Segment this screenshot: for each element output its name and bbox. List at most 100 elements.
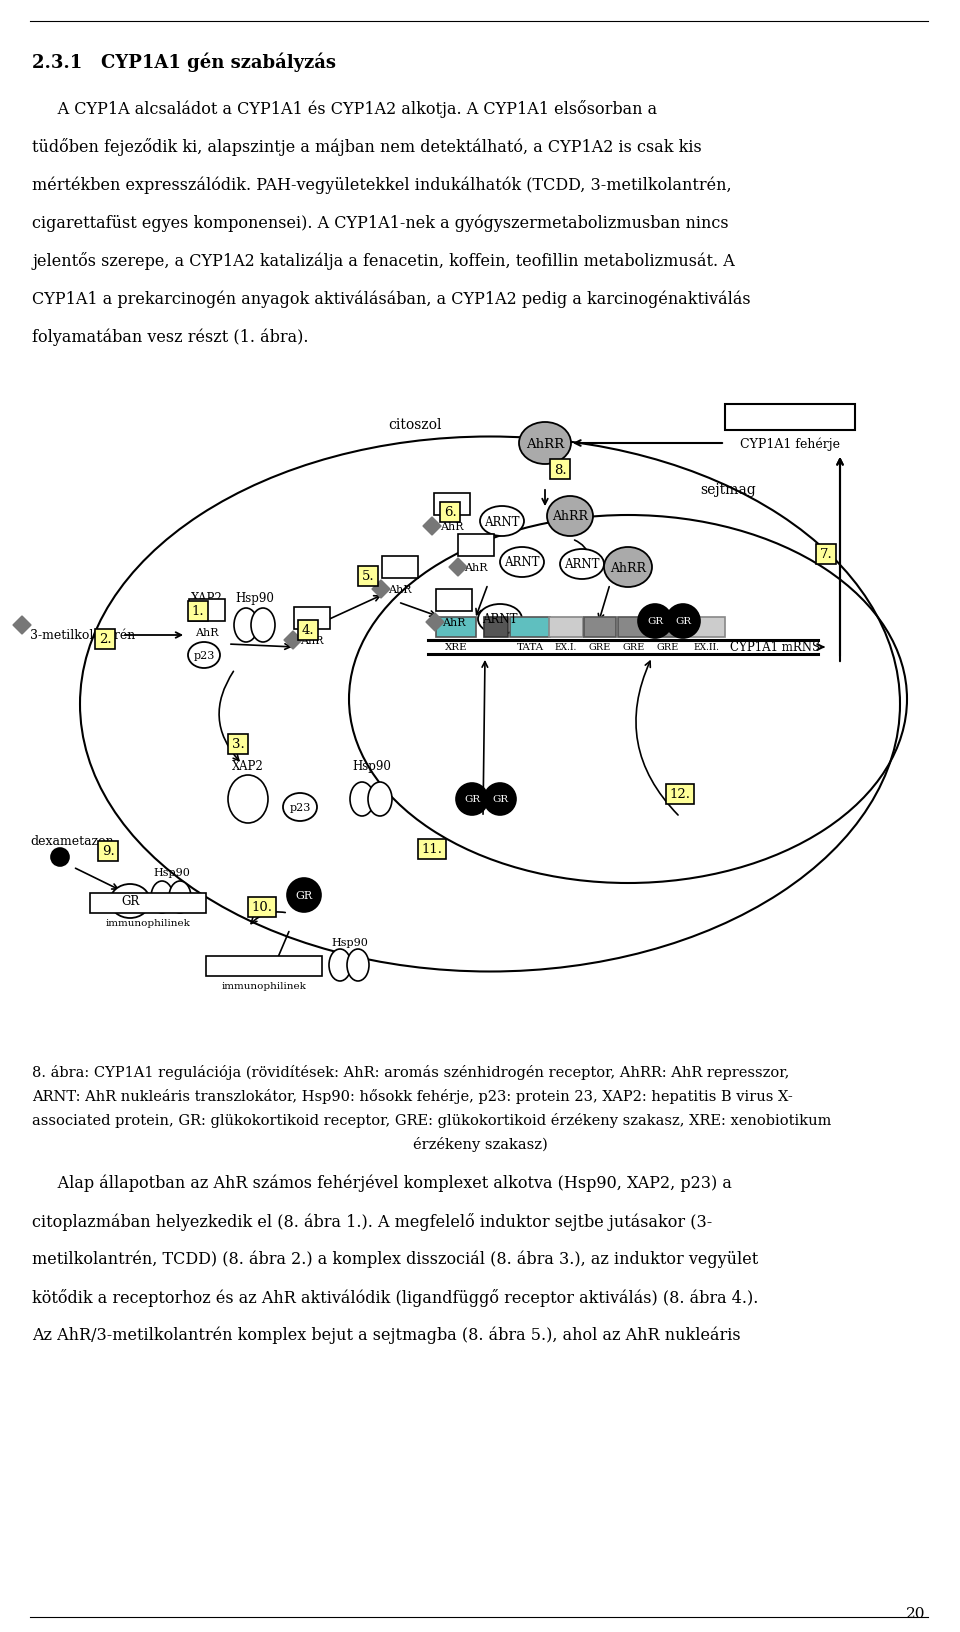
Text: 2.: 2. [99,633,111,646]
Text: ARNT: ARNT [504,557,540,570]
Text: AhR: AhR [465,563,488,573]
Text: EX.II.: EX.II. [693,643,719,653]
Circle shape [666,604,700,638]
Text: GRE: GRE [588,643,612,653]
Text: 12.: 12. [669,788,690,801]
Circle shape [638,604,672,638]
Text: 8.: 8. [554,463,566,477]
Ellipse shape [283,793,317,821]
FancyBboxPatch shape [725,405,855,431]
Text: Hsp90: Hsp90 [235,592,275,604]
Text: dexametazon: dexametazon [30,836,113,849]
Text: 2.3.1   CYP1A1 gén szabályzás: 2.3.1 CYP1A1 gén szabályzás [32,52,336,72]
Text: associated protein, GR: glükokortikoid receptor, GRE: glükokortikoid érzékeny sz: associated protein, GR: glükokortikoid r… [32,1113,831,1128]
Text: ARNT: ARNT [484,516,519,529]
Text: 20: 20 [906,1606,925,1621]
Ellipse shape [151,881,173,914]
FancyBboxPatch shape [458,535,494,557]
Ellipse shape [480,506,524,537]
Text: 4.: 4. [301,623,314,636]
Text: folyamatában vesz részt (1. ábra).: folyamatában vesz részt (1. ábra). [32,328,308,346]
Text: TATA: TATA [516,643,543,653]
Text: 3.: 3. [231,738,245,751]
Text: 3-metilkolantrén: 3-metilkolantrén [30,628,135,641]
Text: citoplazmában helyezkedik el (8. ábra 1.). A megfelelő induktor sejtbe jutásakor: citoplazmában helyezkedik el (8. ábra 1.… [32,1213,712,1231]
Ellipse shape [347,950,369,981]
FancyBboxPatch shape [687,617,725,638]
Text: EX.I.: EX.I. [555,643,577,653]
Text: 9.: 9. [102,845,114,858]
Text: 10.: 10. [252,901,273,914]
Text: kötődik a receptorhoz és az AhR aktiválódik (ligandfüggő receptor aktiválás) (8.: kötődik a receptorhoz és az AhR aktiváló… [32,1288,758,1306]
Text: GR: GR [464,795,480,805]
Ellipse shape [350,782,374,816]
Text: XAP2: XAP2 [191,592,223,604]
FancyBboxPatch shape [549,617,583,638]
Polygon shape [284,632,302,650]
Ellipse shape [169,881,191,914]
FancyBboxPatch shape [434,494,470,516]
Text: Alap állapotban az AhR számos fehérjével komplexet alkotva (Hsp90, XAP2, p23) a: Alap állapotban az AhR számos fehérjével… [32,1175,732,1191]
Text: 11.: 11. [421,844,443,855]
Text: ARNT: AhR nukleáris transzlokátor, Hsp90: hősokk fehérje, p23: protein 23, XAP2:: ARNT: AhR nukleáris transzlokátor, Hsp90… [32,1089,793,1103]
FancyBboxPatch shape [584,617,616,638]
Text: GR: GR [296,891,313,901]
Text: CYP1A1 mRNS: CYP1A1 mRNS [730,641,820,654]
Circle shape [456,783,488,816]
FancyBboxPatch shape [652,617,684,638]
Text: p23: p23 [289,803,311,813]
Text: A CYP1A alcsaládot a CYP1A1 és CYP1A2 alkotja. A CYP1A1 elsősorban a: A CYP1A alcsaládot a CYP1A1 és CYP1A2 al… [32,100,658,118]
Text: AhRR: AhRR [610,561,646,574]
FancyBboxPatch shape [436,589,472,612]
Text: metilkolantrén, TCDD) (8. ábra 2.) a komplex disszociál (8. ábra 3.), az indukto: metilkolantrén, TCDD) (8. ábra 2.) a kom… [32,1250,758,1268]
FancyBboxPatch shape [484,617,508,638]
Polygon shape [372,581,390,599]
Ellipse shape [500,548,544,578]
Text: AhRR: AhRR [552,511,588,524]
FancyBboxPatch shape [90,893,206,914]
Ellipse shape [560,550,604,579]
Text: GR: GR [121,894,139,907]
FancyBboxPatch shape [294,607,330,630]
Text: ARNT: ARNT [564,558,600,571]
Ellipse shape [519,423,571,465]
Text: ARNT: ARNT [482,614,517,627]
Text: sejtmag: sejtmag [700,483,756,496]
Text: AhR: AhR [443,617,466,628]
Ellipse shape [188,643,220,669]
Text: GC: GC [488,643,504,653]
Polygon shape [423,517,441,535]
Circle shape [484,783,516,816]
Text: mértékben expresszálódik. PAH-vegyületekkel indukálhatók (TCDD, 3-metilkolantrén: mértékben expresszálódik. PAH-vegyületek… [32,176,732,193]
FancyBboxPatch shape [436,617,476,638]
FancyBboxPatch shape [382,557,418,579]
Text: GR: GR [492,795,508,805]
Text: Hsp90: Hsp90 [154,868,190,878]
Polygon shape [426,614,444,632]
Text: 6.: 6. [444,506,456,519]
Text: 7.: 7. [820,548,832,561]
Text: Hsp90: Hsp90 [352,759,392,772]
Ellipse shape [368,782,392,816]
Ellipse shape [228,775,268,824]
Ellipse shape [478,604,522,635]
Circle shape [287,878,321,912]
Text: p23: p23 [193,651,215,661]
Text: tüdőben fejeződik ki, alapszintje a májban nem detektálható, a CYP1A2 is csak ki: tüdőben fejeződik ki, alapszintje a májb… [32,139,702,157]
Text: 8. ábra: CYP1A1 regulációja (rövidítések: AhR: aromás szénhidrogén receptor, AhR: 8. ábra: CYP1A1 regulációja (rövidítések… [32,1064,789,1079]
Text: XRE: XRE [444,643,468,653]
Circle shape [51,849,69,867]
Text: AhR: AhR [388,584,412,594]
Text: Az AhR/3-metilkolantrén komplex bejut a sejtmagba (8. ábra 5.), ahol az AhR nukl: Az AhR/3-metilkolantrén komplex bejut a … [32,1327,740,1343]
Text: GRE: GRE [623,643,645,653]
Polygon shape [449,558,467,576]
Ellipse shape [329,950,351,981]
Text: AhR: AhR [300,635,324,646]
Text: XAP2: XAP2 [232,759,264,772]
Polygon shape [13,617,31,635]
Text: citoszol: citoszol [388,418,442,432]
FancyBboxPatch shape [618,617,650,638]
Text: CYP1A1 a prekarcinogén anyagok aktiválásában, a CYP1A2 pedig a karcinogénaktivál: CYP1A1 a prekarcinogén anyagok aktiválás… [32,290,751,307]
Text: cigarettafüst egyes komponensei). A CYP1A1-nek a gyógyszermetabolizmusban nincs: cigarettafüst egyes komponensei). A CYP1… [32,214,729,232]
FancyBboxPatch shape [189,599,225,622]
